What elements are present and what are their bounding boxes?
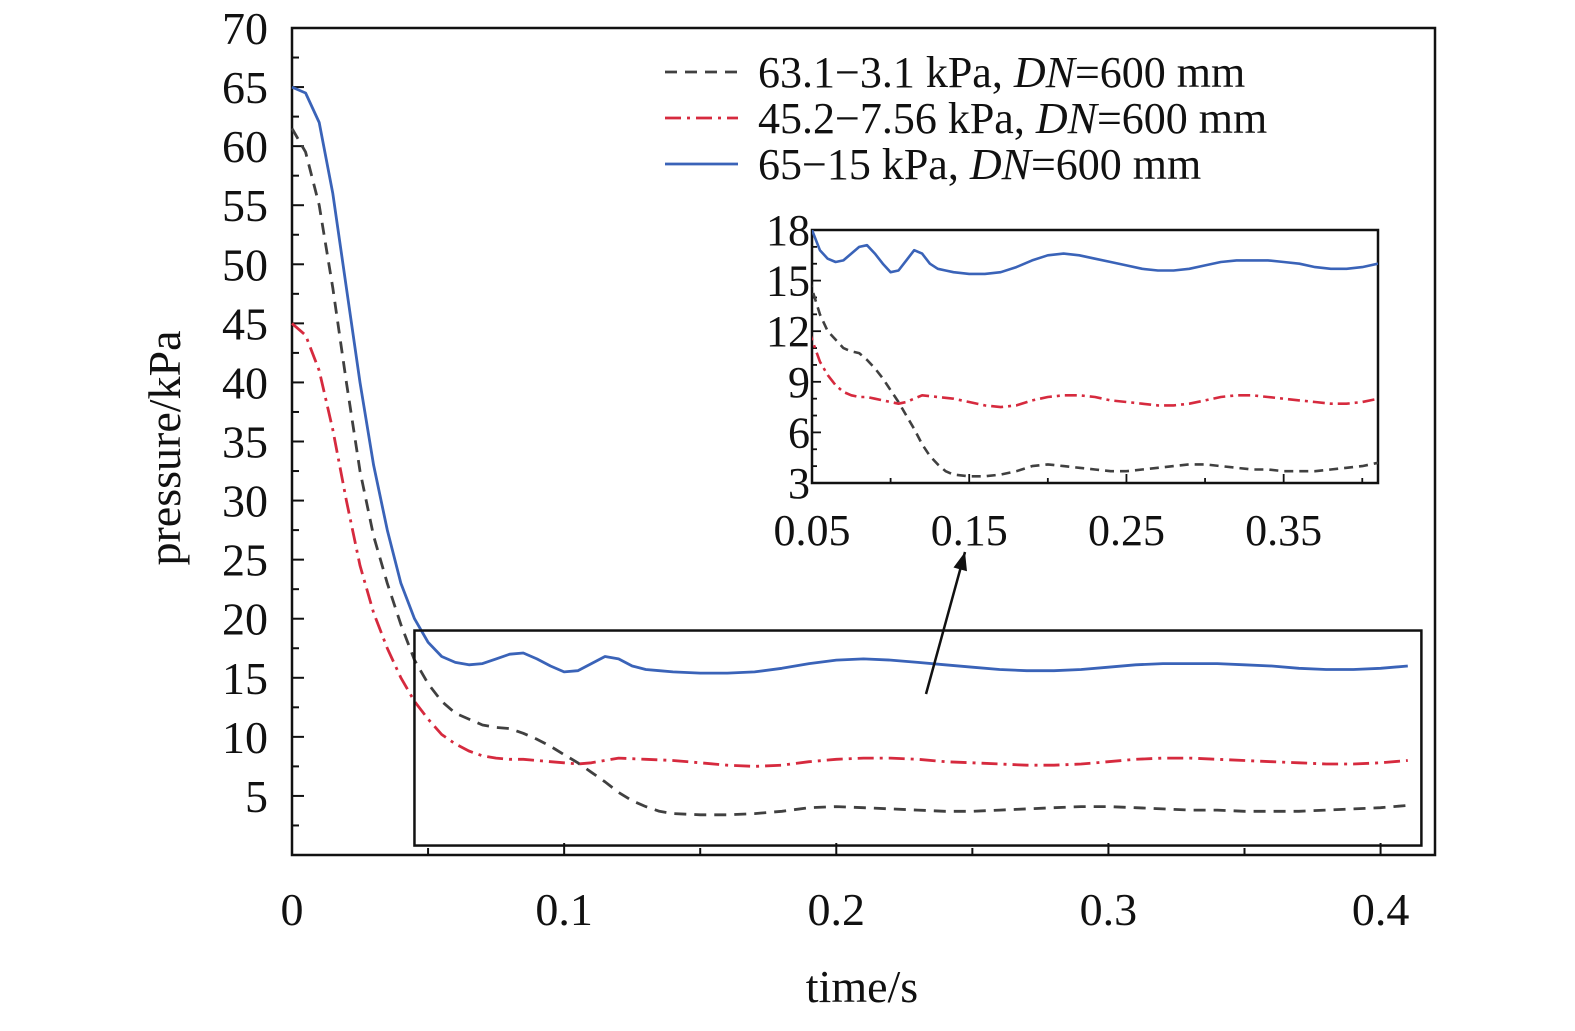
zoom-rectangle <box>413 629 1423 847</box>
inset-y-tick-label: 15 <box>766 257 810 306</box>
y-tick-label: 45 <box>222 298 268 349</box>
arrow-shaft <box>924 551 967 695</box>
y-tick-label: 15 <box>222 653 268 704</box>
inset-x-tick-label: 0.15 <box>931 506 1008 555</box>
inset-series-group <box>812 230 1378 478</box>
y-tick-label: 50 <box>222 239 268 290</box>
y-tick-label: 70 <box>222 3 268 54</box>
inset-x-tick-label: 0.35 <box>1245 506 1322 555</box>
x-tick-label: 0 <box>281 884 304 935</box>
inset-x-tick-label: 0.25 <box>1088 506 1165 555</box>
x-tick-label: 0.2 <box>808 884 866 935</box>
x-tick-label: 0.3 <box>1080 884 1138 935</box>
legend-label-1: 63.1−3.1 kPa, DN=600 mm <box>758 48 1245 97</box>
y-axis-title: pressure/kPa <box>139 330 190 565</box>
inset-series-line-2 <box>812 335 1378 409</box>
y-tick-label: 25 <box>222 535 268 586</box>
main-plot-area: 5 10 15 20 25 30 35 40 45 50 55 60 65 70 0 0.1 0.2 0.3 0.4 <box>222 3 1437 935</box>
x-tick-label: 0.4 <box>1352 884 1410 935</box>
arrow-head <box>953 552 967 572</box>
series-line-1 <box>290 127 1408 817</box>
legend-label-2: 45.2−7.56 kPa, DN=600 mm <box>758 94 1267 143</box>
series-line-2 <box>291 322 1408 768</box>
y-tick-label: 35 <box>222 417 268 468</box>
inset-y-tick-label: 12 <box>766 307 810 356</box>
zoom-region <box>413 629 1423 847</box>
zoom-arrow <box>924 551 967 695</box>
y-tick-label: 65 <box>222 62 268 113</box>
inset-series-line-3 <box>812 230 1378 276</box>
inset-y-tick-label: 9 <box>788 358 810 407</box>
inset-frame <box>810 228 1380 485</box>
y-tick-label: 5 <box>245 771 268 822</box>
legend-label-3: 65−15 kPa, DN=600 mm <box>758 140 1201 189</box>
y-tick-label: 55 <box>222 180 268 231</box>
y-tick-label: 30 <box>222 476 268 527</box>
x-tick-label: 0.1 <box>535 884 593 935</box>
inset-series-line-1 <box>812 283 1378 478</box>
series-line-3 <box>291 85 1408 675</box>
inset-y-tick-label: 6 <box>788 408 810 457</box>
y-tick-label: 10 <box>222 712 268 763</box>
inset-y-tick-label: 18 <box>766 206 810 255</box>
y-tick-label: 60 <box>222 121 268 172</box>
y-tick-label: 20 <box>222 594 268 645</box>
y-tick-label: 40 <box>222 357 268 408</box>
x-axis-title: time/s <box>806 961 918 1012</box>
inset-y-tick-label: 3 <box>788 459 810 508</box>
inset-x-tick-label: 0.05 <box>774 506 851 555</box>
